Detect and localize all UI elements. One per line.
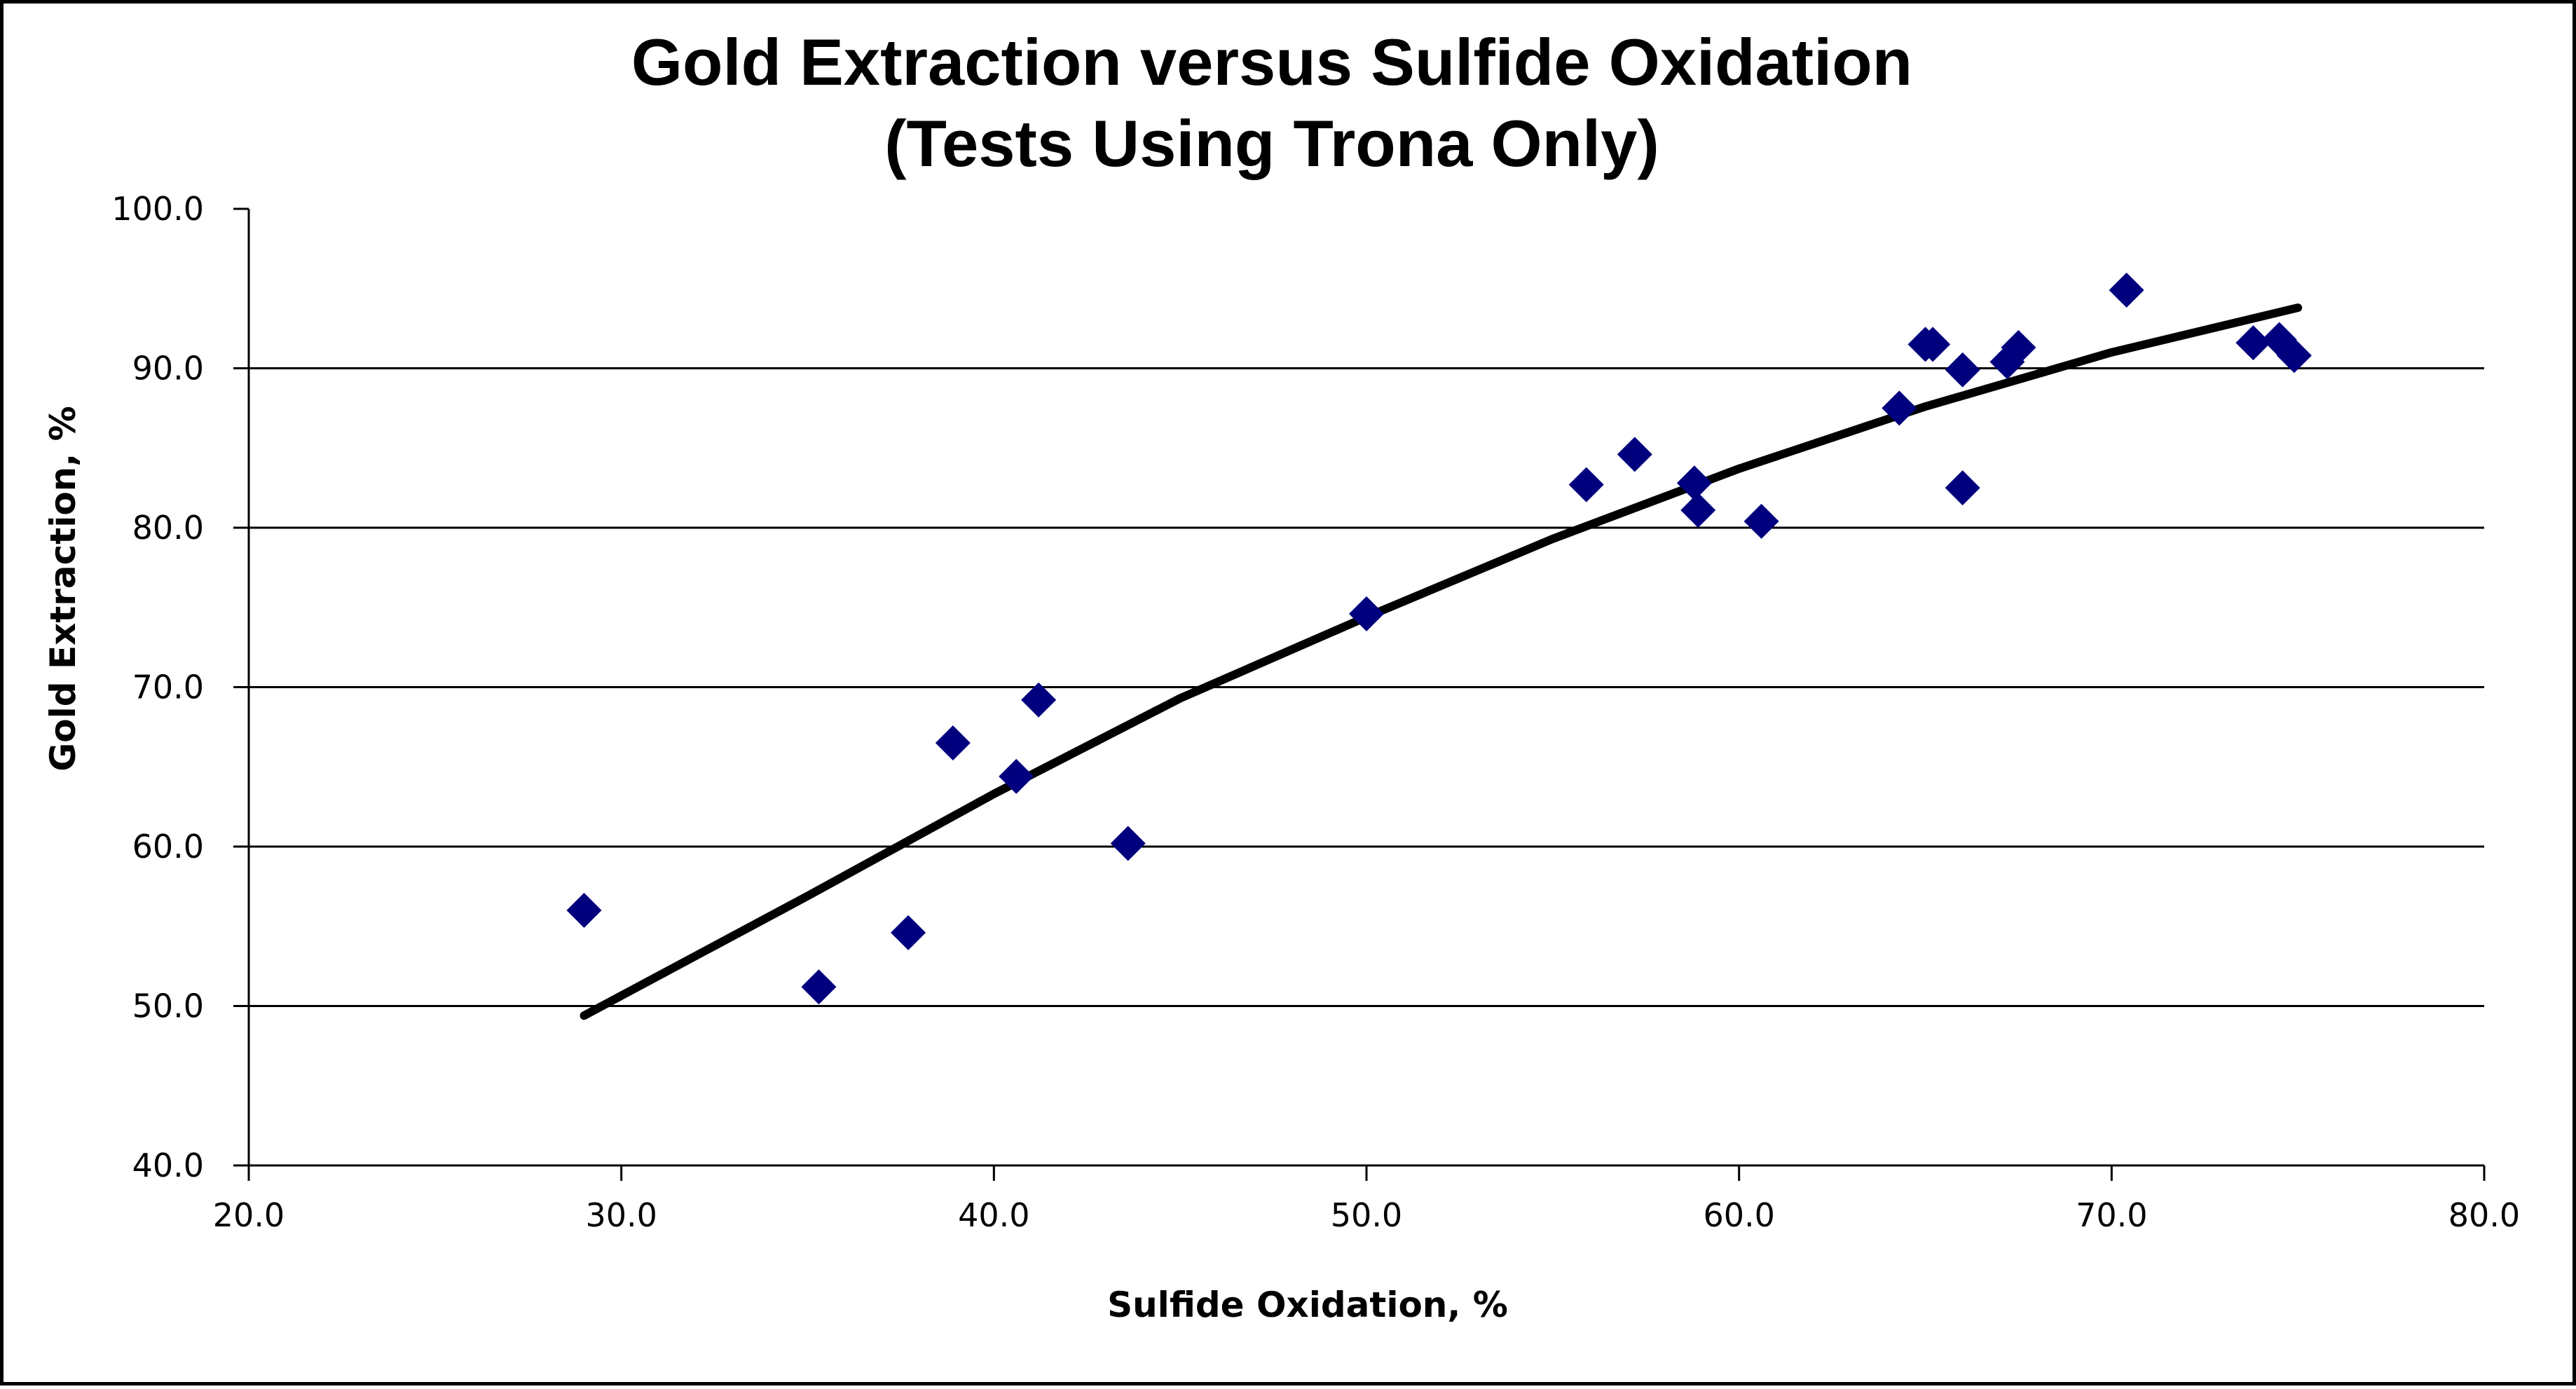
axes <box>233 207 2486 1181</box>
x-tick-label-2: 40.0 <box>958 1196 1029 1234</box>
data-point-6 <box>1110 826 1146 861</box>
data-point-3 <box>935 725 971 761</box>
data-point-2 <box>891 915 926 950</box>
y-tick-label-5: 90.0 <box>132 350 204 388</box>
data-point-19 <box>2001 329 2036 365</box>
x-tick-label-4: 60.0 <box>1703 1196 1774 1234</box>
y-tick-label-6: 100.0 <box>111 190 204 228</box>
trendline-group <box>580 303 2303 1020</box>
data-point-10 <box>1676 465 1712 501</box>
y-tick-label-3: 70.0 <box>132 669 204 706</box>
tick-labels: 40.0 50.0 60.0 70.0 80.0 90.0 100.0 20.0 30.0 40.… <box>111 190 2520 1234</box>
data-point-0 <box>566 893 602 928</box>
data-point-20 <box>2109 273 2144 308</box>
chart-title-line-1: Gold Extraction versus Sulfide Oxidation <box>631 25 1912 99</box>
gridlines <box>249 367 2484 1007</box>
data-points <box>566 273 2312 1005</box>
data-point-5 <box>1021 682 1057 718</box>
x-axis-label: Sulfide Oxidation, % <box>1107 1285 1508 1325</box>
data-point-9 <box>1617 437 1652 472</box>
y-tick-label-2: 60.0 <box>132 828 204 865</box>
x-tick-label-0: 20.0 <box>213 1196 285 1234</box>
data-point-11 <box>1680 492 1716 528</box>
y-tick-label-1: 50.0 <box>132 987 204 1025</box>
data-point-1 <box>801 969 837 1005</box>
data-point-15 <box>1915 327 1951 362</box>
data-point-21 <box>2235 325 2271 361</box>
x-tick-label-6: 80.0 <box>2448 1196 2520 1234</box>
y-tick-label-0: 40.0 <box>132 1147 204 1184</box>
trendline <box>580 303 2303 1020</box>
data-point-17 <box>1945 470 1980 506</box>
data-point-8 <box>1568 467 1604 502</box>
y-tick-label-4: 80.0 <box>132 509 204 547</box>
data-point-4 <box>999 758 1034 794</box>
data-point-7 <box>1349 596 1384 631</box>
x-tick-label-1: 30.0 <box>585 1196 657 1234</box>
data-point-13 <box>1882 390 1917 426</box>
data-point-16 <box>1945 352 1980 388</box>
data-point-12 <box>1743 503 1779 539</box>
chart-svg: Gold Extraction versus Sulfide Oxidation… <box>43 25 2520 1325</box>
y-axis-label: Gold Extraction, % <box>43 406 83 772</box>
chart-title-line-2: (Tests Using Trona Only) <box>884 107 1659 180</box>
x-tick-label-5: 70.0 <box>2076 1196 2147 1234</box>
data-point-23 <box>2276 338 2312 374</box>
x-tick-label-3: 50.0 <box>1331 1196 1402 1234</box>
